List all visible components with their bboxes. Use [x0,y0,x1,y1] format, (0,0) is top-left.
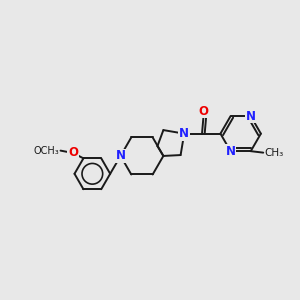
Text: O: O [68,146,78,160]
Text: CH₃: CH₃ [265,148,284,158]
Text: N: N [116,149,126,162]
Text: N: N [226,145,236,158]
Text: N: N [246,110,256,123]
Text: OCH₃: OCH₃ [33,146,59,156]
Text: N: N [179,127,189,140]
Text: O: O [199,105,208,118]
